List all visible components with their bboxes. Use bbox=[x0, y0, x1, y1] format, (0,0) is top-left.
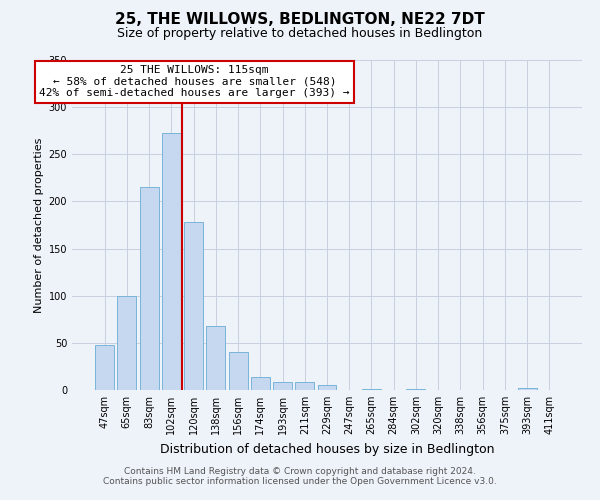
Bar bbox=[162, 132, 181, 390]
Bar bbox=[317, 386, 337, 390]
Bar bbox=[118, 296, 136, 390]
Text: Contains public sector information licensed under the Open Government Licence v3: Contains public sector information licen… bbox=[103, 477, 497, 486]
Bar bbox=[206, 326, 225, 390]
Bar bbox=[140, 188, 158, 390]
Text: 25 THE WILLOWS: 115sqm
← 58% of detached houses are smaller (548)
42% of semi-de: 25 THE WILLOWS: 115sqm ← 58% of detached… bbox=[39, 65, 350, 98]
Text: 25, THE WILLOWS, BEDLINGTON, NE22 7DT: 25, THE WILLOWS, BEDLINGTON, NE22 7DT bbox=[115, 12, 485, 28]
Text: Size of property relative to detached houses in Bedlington: Size of property relative to detached ho… bbox=[118, 28, 482, 40]
Bar bbox=[406, 389, 425, 390]
Bar bbox=[518, 388, 536, 390]
Bar bbox=[229, 352, 248, 390]
Y-axis label: Number of detached properties: Number of detached properties bbox=[34, 138, 44, 312]
Bar bbox=[273, 382, 292, 390]
X-axis label: Distribution of detached houses by size in Bedlington: Distribution of detached houses by size … bbox=[160, 442, 494, 456]
Bar bbox=[251, 377, 270, 390]
Bar bbox=[362, 389, 381, 390]
Bar bbox=[184, 222, 203, 390]
Bar bbox=[295, 382, 314, 390]
Bar bbox=[95, 344, 114, 390]
Text: Contains HM Land Registry data © Crown copyright and database right 2024.: Contains HM Land Registry data © Crown c… bbox=[124, 467, 476, 476]
